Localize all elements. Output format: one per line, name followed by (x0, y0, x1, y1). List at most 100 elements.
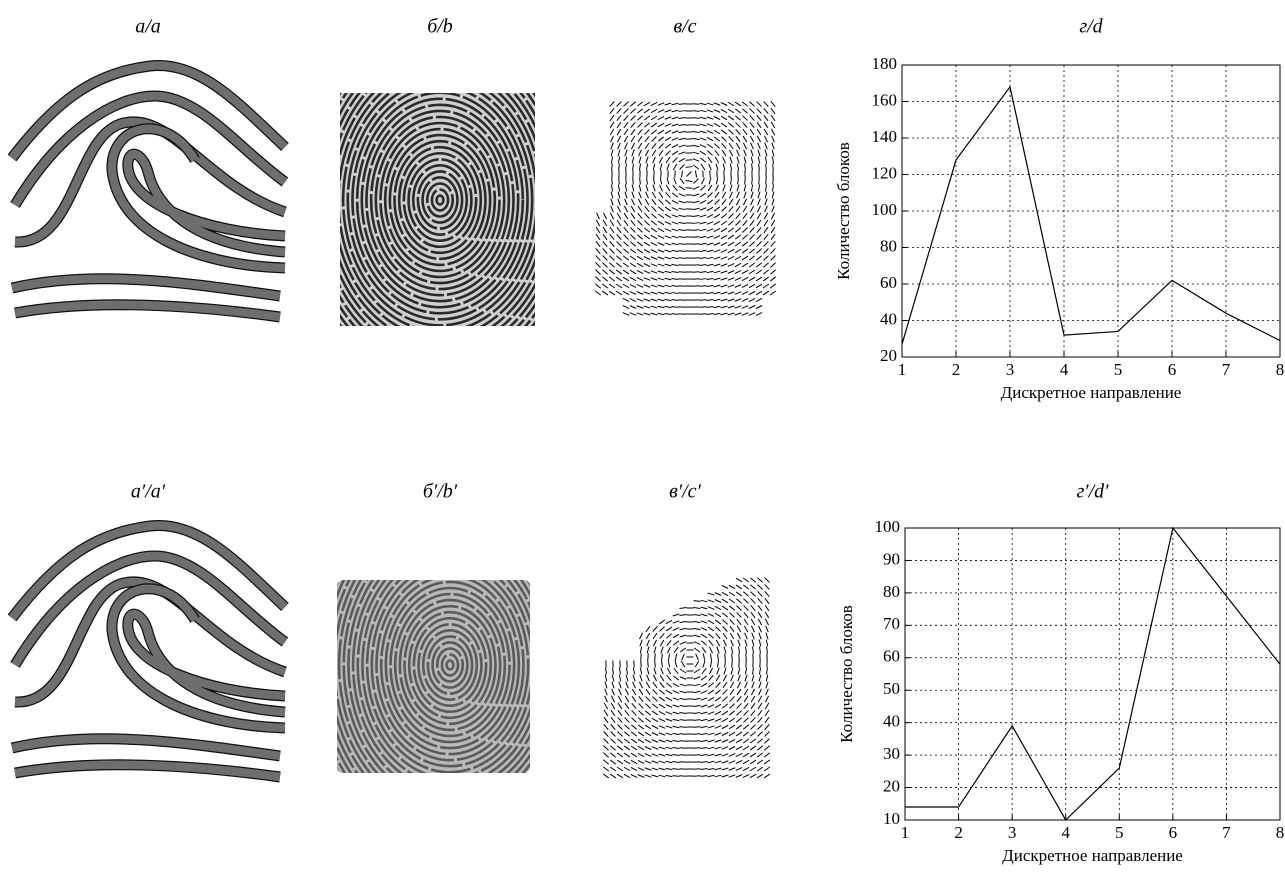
orientation-dash (632, 199, 635, 205)
orientation-dash (715, 200, 720, 205)
orientation-dash (652, 199, 656, 205)
orientation-dash (735, 228, 740, 233)
orientation-dash (638, 760, 644, 763)
orientation-dash (605, 682, 607, 689)
orientation-dash (666, 768, 673, 769)
orientation-dash (680, 648, 686, 652)
orientation-dash (632, 703, 636, 708)
orientation-dash (619, 164, 620, 171)
orientation-dash (735, 242, 741, 246)
orientation-dash (679, 152, 686, 154)
orientation-dash (718, 654, 719, 661)
orientation-dash (694, 691, 701, 692)
orientation-dash (709, 647, 712, 653)
orientation-dash (674, 647, 678, 653)
orientation-dash (715, 726, 721, 729)
orientation-dash (659, 761, 666, 763)
orientation-dash (653, 185, 655, 192)
orientation-dash (624, 115, 629, 120)
orientation-dash (624, 767, 630, 771)
orientation-dash (609, 291, 615, 295)
orientation-dash (765, 696, 768, 702)
orientation-dash (763, 270, 769, 274)
orientation-dash (680, 677, 687, 680)
orientation-dash (673, 733, 680, 734)
orientation-dash (610, 227, 614, 233)
orientation-dash (659, 150, 663, 156)
orientation-dash (644, 306, 651, 308)
orientation-dash (756, 249, 761, 254)
orientation-dash (772, 157, 773, 164)
orientation-dash (751, 703, 755, 709)
orientation-dash (672, 300, 679, 301)
orientation-dash (640, 668, 642, 675)
orientation-dash (742, 299, 748, 302)
chart-title: г/d (1079, 16, 1103, 38)
orientation-dash (673, 628, 679, 631)
orientation-dash (696, 654, 699, 660)
orientation-dash (723, 157, 726, 163)
data-line (905, 528, 1280, 820)
orientation-dash (665, 200, 670, 204)
orientation-dash (693, 201, 700, 203)
orientation-dash (736, 746, 742, 749)
orientation-dash (701, 769, 708, 770)
orientation-dash (735, 270, 741, 273)
orientation-dash (715, 192, 719, 198)
orientation-dash (694, 734, 701, 735)
orientation-dash (694, 727, 701, 728)
orientation-dash (637, 313, 644, 315)
orientation-dash (665, 117, 672, 120)
orientation-dash (660, 682, 665, 687)
orientation-dash (765, 192, 767, 199)
plot-frame (905, 528, 1280, 820)
orientation-dash (665, 214, 671, 217)
orientation-dash (625, 696, 629, 702)
orientation-dash (701, 762, 708, 763)
orientation-dash (603, 213, 606, 219)
orientation-dash (644, 249, 650, 252)
orientation-dash (673, 621, 680, 623)
orientation-dash (707, 250, 714, 252)
orientation-dash (736, 221, 741, 226)
orientation-dash (655, 661, 656, 668)
x-axis-label: Дискретное направление (1001, 383, 1182, 402)
orientation-dash (716, 178, 718, 185)
orientation-dash (701, 740, 708, 741)
orientation-dash (743, 746, 749, 750)
orientation-dash (763, 277, 769, 281)
orientation-dash (742, 242, 747, 246)
orientation-dash (772, 136, 775, 142)
orientation-dash (728, 235, 734, 239)
orientation-dash (630, 256, 636, 260)
orientation-dash (637, 249, 643, 253)
orientation-dash (610, 746, 615, 751)
orientation-dash (693, 258, 700, 259)
orientation-dash (667, 668, 670, 674)
orientation-dash (765, 717, 769, 723)
orientation-dash (714, 292, 721, 294)
orientation-dash (701, 776, 708, 777)
orientation-dash (735, 263, 741, 266)
orientation-dash (722, 775, 729, 777)
orientation-dash (659, 690, 664, 695)
orientation-dash (750, 585, 755, 590)
orientation-dash (738, 668, 740, 675)
orientation-dash (644, 102, 650, 106)
orientation-dash (701, 747, 708, 748)
orientation-dash (750, 136, 754, 142)
orientation-dash (729, 143, 733, 149)
orientation-dash (738, 178, 739, 185)
orientation-dash (749, 306, 755, 309)
orientation-dash (631, 206, 635, 212)
orientation-dash (665, 144, 671, 148)
orientation-dash (728, 271, 734, 274)
orientation-dash (771, 227, 775, 233)
orientation-dash (757, 242, 762, 247)
orientation-dash (630, 242, 635, 246)
orientation-dash (728, 130, 733, 135)
orientation-dash (765, 150, 767, 157)
orientation-dash (735, 278, 741, 281)
orientation-dash (672, 193, 678, 197)
orientation-dash (630, 263, 636, 267)
